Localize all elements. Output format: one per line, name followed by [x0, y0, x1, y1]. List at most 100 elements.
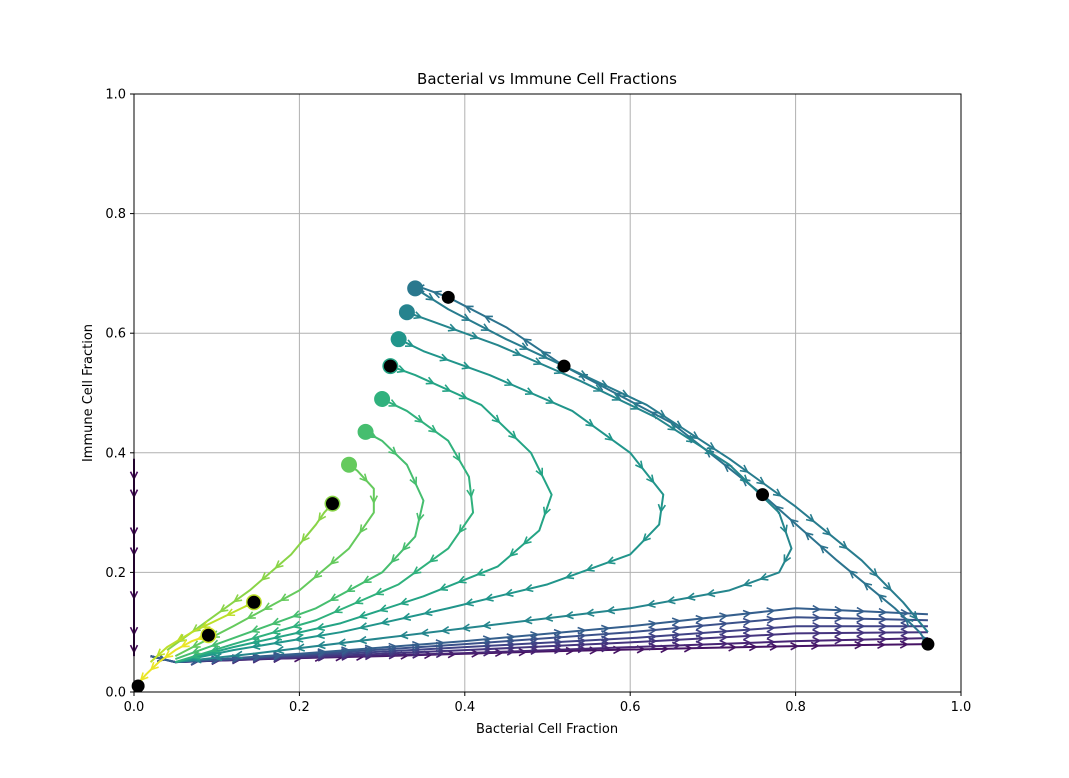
trajectory-arrow — [805, 513, 816, 523]
trajectory-arrow — [878, 614, 888, 624]
trajectory-arrow — [508, 548, 518, 557]
trajectory-arrow — [506, 640, 516, 650]
trajectory-arrow — [155, 648, 166, 658]
trajectory-arrow — [482, 635, 493, 644]
trajectory-arrow — [191, 646, 201, 655]
trajectory-arrow — [380, 617, 390, 626]
trajectory-arrow — [538, 351, 549, 359]
trajectory-arrow — [728, 643, 738, 652]
trajectory-arrow — [742, 578, 752, 587]
trajectory-arrow — [272, 632, 283, 641]
trajectory-arrow — [341, 646, 351, 655]
trajectory-line — [166, 502, 334, 651]
trajectory-arrow — [620, 389, 630, 398]
trajectory-arrow — [401, 612, 412, 621]
trajectory-arrow — [605, 556, 616, 565]
y-tick-label: 1.0 — [105, 88, 126, 103]
trajectory-arrow — [378, 604, 389, 613]
trajectory-arrow — [772, 488, 783, 497]
trajectory-arrow — [695, 640, 705, 649]
trajectory-arrow — [695, 622, 705, 631]
trajectory-arrow — [900, 628, 910, 637]
trajectory-arrow — [704, 446, 715, 455]
trajectory-arrow — [779, 524, 788, 535]
trajectory-arrow — [600, 624, 611, 633]
trajectory-arrow — [233, 650, 244, 660]
x-tick-label: 0.8 — [785, 700, 806, 715]
trajectory-line — [175, 365, 553, 664]
trajectory-arrow — [369, 495, 379, 505]
trajectory-arrow — [553, 641, 564, 651]
trajectory-arrow — [250, 625, 260, 634]
x-tick-label: 0.0 — [124, 700, 145, 715]
trajectory-arrow — [461, 361, 472, 370]
end-point-marker — [398, 304, 415, 321]
trajectory-arrow — [648, 619, 658, 629]
trajectory-arrow — [769, 642, 779, 651]
trajectory-arrow — [480, 323, 491, 331]
trajectory-arrow — [599, 379, 609, 388]
trajectory-arrow — [667, 422, 677, 431]
trajectory-arrow — [316, 640, 326, 650]
trajectory-arrow — [388, 399, 398, 407]
trajectory-arrow — [646, 599, 656, 609]
trajectory-arrow — [461, 313, 471, 321]
trajectory-arrow — [345, 584, 356, 593]
trajectory-arrow — [428, 424, 438, 434]
trajectory-arrow — [856, 628, 866, 638]
trajectory-arrow — [856, 606, 866, 616]
trajectory-arrow — [673, 420, 683, 429]
trajectory-arrow — [139, 672, 149, 682]
trajectory-arrow — [834, 605, 844, 615]
x-tick-label: 0.4 — [454, 700, 475, 715]
y-tick-label: 0.6 — [105, 327, 126, 342]
trajectory-arrow — [250, 632, 260, 641]
x-tick-label: 0.2 — [289, 700, 310, 715]
trajectory-arrow — [648, 626, 658, 635]
trajectory-arrow — [869, 568, 879, 578]
trajectory-arrow — [719, 627, 729, 636]
trajectory-arrow — [440, 625, 450, 635]
trajectory-arrow — [484, 593, 494, 602]
trajectory-arrow — [469, 331, 480, 340]
trajectory-arrow — [553, 628, 564, 638]
trajectory-arrow — [464, 305, 474, 314]
trajectory-arrow — [705, 588, 716, 598]
trajectory-arrow — [414, 414, 424, 424]
trajectory-arrow — [447, 323, 458, 332]
trajectory-arrow — [291, 610, 302, 619]
trajectory-arrow — [834, 613, 844, 623]
trajectory-arrow — [719, 633, 729, 642]
trajectory-arrow — [585, 608, 595, 617]
trajectory-arrow — [530, 630, 540, 640]
trajectory-arrow — [210, 639, 220, 648]
trajectory-arrow — [260, 572, 270, 581]
trajectory-arrow — [719, 639, 729, 649]
trajectory-arrow — [413, 311, 423, 320]
trajectory-arrow — [611, 393, 622, 401]
trajectory-arrow — [742, 625, 753, 635]
trajectory-arrow — [657, 409, 667, 418]
trajectory-arrow — [604, 432, 614, 442]
end-point-marker — [390, 331, 407, 348]
trajectory-arrow — [357, 611, 368, 620]
trajectory-arrow — [530, 642, 540, 652]
y-tick-label: 0.0 — [105, 686, 126, 701]
trajectory-arrow — [466, 489, 475, 499]
trajectory-arrow — [504, 378, 514, 387]
trajectory-arrow — [585, 563, 595, 572]
trajectory-arrow — [270, 626, 281, 635]
trajectory-arrow — [695, 614, 705, 624]
trajectory-arrow — [522, 338, 532, 347]
trajectory-arrow — [856, 622, 866, 631]
trajectory-arrow — [812, 613, 822, 622]
trajectory-arrow — [401, 542, 411, 552]
trajectory-arrow — [508, 430, 518, 440]
trajectory-arrow — [425, 376, 436, 385]
trajectory-arrow — [856, 614, 866, 623]
trajectory-arrow — [577, 640, 587, 650]
trajectory-arrow — [535, 467, 544, 478]
start-point-marker — [325, 497, 339, 511]
trajectory-arrow — [690, 431, 700, 440]
trajectory-arrow — [191, 640, 201, 648]
